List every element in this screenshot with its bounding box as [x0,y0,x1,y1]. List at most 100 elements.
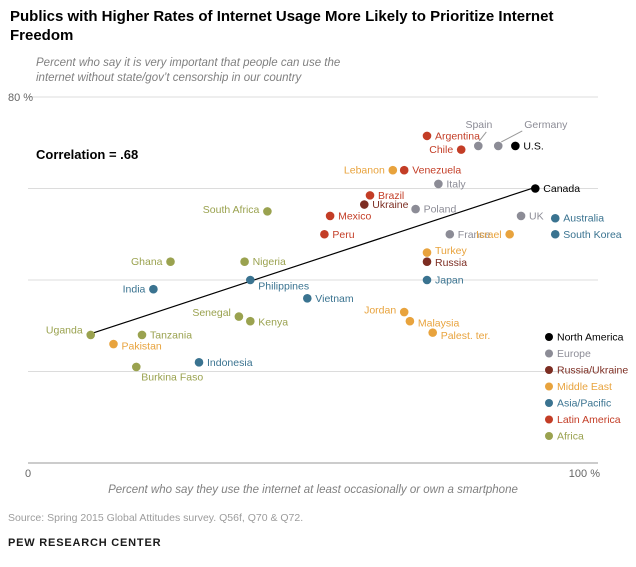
point-dot-indonesia [194,358,204,367]
legend-dot-russia-ukraine [545,366,553,374]
point-label-u-s: U.S. [523,140,543,152]
point-dot-kenya [246,316,255,326]
brand-label: PEW RESEARCH CENTER [8,537,162,549]
point-label-mexico: Mexico [338,210,371,222]
point-label-tanzania: Tanzania [150,329,192,341]
point-dot-ukraine [360,200,369,209]
point-label-russia: Russia [435,257,467,269]
point-dot-russia [422,257,432,267]
point-label-spain: Spain [465,119,492,131]
chart-subtitle: Percent who say it is very important tha… [36,56,340,85]
x-axis-caption: Percent who say they use the internet at… [108,484,518,496]
legend-dot-north-america [545,333,553,341]
point-label-turkey: Turkey [435,245,467,257]
point-dot-pakistan [109,339,118,349]
point-dot-australia [550,213,560,223]
point-dot-u-s [511,141,520,151]
legend-label-latin-america: Latin America [557,414,621,426]
legend-label-europe: Europe [557,348,591,360]
point-label-argentina: Argentina [435,130,480,142]
point-dot-india [149,284,158,294]
point-label-burkina-faso: Burkina Faso [141,371,203,383]
point-dot-germany [493,141,503,151]
point-label-uganda: Uganda [46,324,83,336]
point-label-philippines: Philippines [258,281,309,293]
point-dot-vietnam [303,294,312,303]
legend-dot-latin-america [545,415,553,424]
point-label-ghana: Ghana [131,256,163,268]
point-label-canada: Canada [543,183,580,195]
point-dot-uk [516,211,526,221]
point-label-australia: Australia [563,213,604,225]
legend-dot-asia-pacific [545,399,553,407]
subtitle-line-1: Percent who say it is very important tha… [36,57,341,69]
point-dot-poland [411,204,420,214]
point-label-india: India [123,284,146,296]
point-label-jordan: Jordan [364,305,396,317]
point-label-uk: UK [529,210,544,222]
point-dot-canada [531,184,540,193]
point-label-kenya: Kenya [258,317,288,329]
point-label-poland: Poland [424,204,457,216]
point-dot-jordan [399,307,409,317]
point-label-peru: Peru [332,229,354,241]
point-label-palest-ter: Palest. ter. [441,330,491,342]
y-tick-80: 80 % [8,92,33,104]
point-label-indonesia: Indonesia [207,357,253,369]
point-dot-uganda [86,330,95,340]
point-label-france: France [458,229,491,241]
legend-label-north-america: North America [557,332,624,344]
subtitle-line-2: internet without state/gov’t censorship … [36,71,302,84]
point-label-germany: Germany [524,119,568,131]
point-dot-turkey [422,248,432,257]
point-label-lebanon: Lebanon [344,165,385,177]
page-title: Publics with Higher Rates of Internet Us… [10,7,626,45]
legend-label-africa: Africa [557,431,584,443]
point-dot-south-africa [263,207,272,216]
point-dot-chile [456,145,466,154]
title-line-2: Freedom [10,27,74,44]
point-label-chile: Chile [429,144,453,156]
point-label-malaysia: Malaysia [418,318,460,330]
point-label-south-africa: South Africa [203,204,260,216]
point-dot-philippines [246,275,255,285]
point-dot-israel [505,229,514,239]
point-label-italy: Italy [446,178,466,190]
point-dot-malaysia [405,316,415,326]
legend-label-russia-ukraine: Russia/Ukraine [557,365,628,377]
point-dot-nigeria [240,257,249,267]
legend-dot-europe [545,349,553,358]
point-dot-mexico [325,211,335,221]
title-line-1: Publics with Higher Rates of Internet Us… [10,8,554,25]
legend-dot-middle-east [545,382,553,391]
point-dot-france [445,229,455,239]
point-dot-italy [434,179,443,189]
point-dot-brazil [365,191,375,200]
point-label-brazil: Brazil [378,190,404,202]
point-label-israel: Israel [476,229,502,241]
trend-line [89,187,534,335]
legend-dot-africa [545,432,553,440]
legend-label-middle-east: Middle East [557,381,612,393]
point-dot-burkina-faso [132,362,141,372]
point-label-senegal: Senegal [192,307,231,319]
point-label-ukraine: Ukraine [372,199,408,211]
point-dot-argentina [422,131,432,141]
point-label-vietnam: Vietnam [315,293,354,305]
point-dot-ghana [166,257,175,267]
point-dot-venezuela [399,165,409,175]
point-label-south-korea: South Korea [563,229,622,241]
point-label-nigeria: Nigeria [253,256,286,268]
point-dot-spain [474,141,483,151]
correlation-annotation: Correlation = .68 [36,147,139,162]
leader-line-germany [501,130,523,143]
x-tick-100: 100 % [569,468,600,480]
point-dot-palest-ter [428,328,438,337]
point-dot-peru [320,229,329,239]
point-label-japan: Japan [435,275,464,287]
source-note: Source: Spring 2015 Global Attitudes sur… [8,512,304,524]
point-label-pakistan: Pakistan [122,341,162,353]
x-tick-0: 0 [25,468,31,480]
